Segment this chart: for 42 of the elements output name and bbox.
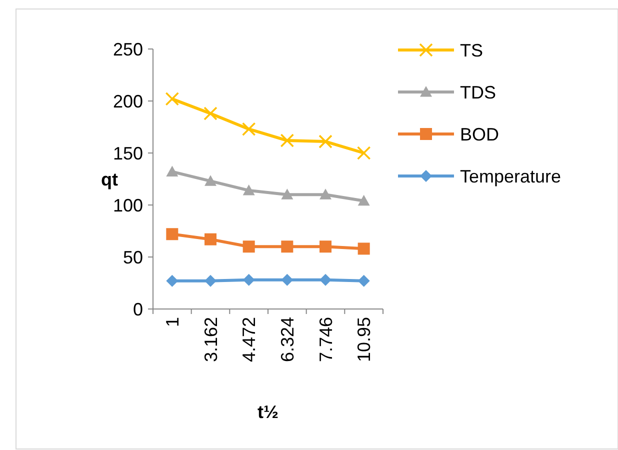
point <box>204 233 216 246</box>
x-tick-label: 3.162 <box>200 317 221 362</box>
y-tick-label: 0 <box>132 299 143 320</box>
point <box>281 240 294 253</box>
point <box>281 274 294 286</box>
point <box>165 92 180 106</box>
legend-label: TS <box>460 40 484 60</box>
point <box>242 122 256 136</box>
x-tick-label: 6.324 <box>277 317 298 362</box>
point <box>166 228 178 240</box>
point <box>166 166 178 177</box>
y-tick-label: 100 <box>112 195 143 216</box>
point <box>204 106 218 120</box>
y-tick-label: 250 <box>112 39 143 60</box>
point <box>204 175 216 186</box>
point <box>280 134 294 148</box>
x-tick-label: 7.746 <box>316 317 336 362</box>
y-tick-label: 50 <box>122 247 143 268</box>
y-axis-title: qt <box>101 169 118 190</box>
point <box>358 274 370 287</box>
point <box>356 146 371 160</box>
x-tick-label: 10.95 <box>354 317 374 362</box>
x-tick-label: 1 <box>162 317 182 328</box>
point <box>242 184 255 196</box>
point <box>320 274 332 286</box>
point <box>358 194 370 206</box>
point <box>318 134 332 148</box>
point <box>166 274 178 287</box>
x-axis-title: t½ <box>257 402 279 422</box>
point <box>358 242 370 255</box>
point <box>320 240 332 253</box>
point <box>320 188 332 200</box>
legend-label: Temperature <box>460 166 562 186</box>
y-tick-label: 200 <box>112 91 143 112</box>
x-tick-label: 4.472 <box>239 317 260 362</box>
point <box>204 274 216 287</box>
point <box>242 240 255 253</box>
point <box>281 188 294 200</box>
point <box>242 274 255 286</box>
y-tick-label: 150 <box>112 143 143 164</box>
legend-label: BOD <box>460 124 500 144</box>
legend-label: TDS <box>460 82 496 102</box>
